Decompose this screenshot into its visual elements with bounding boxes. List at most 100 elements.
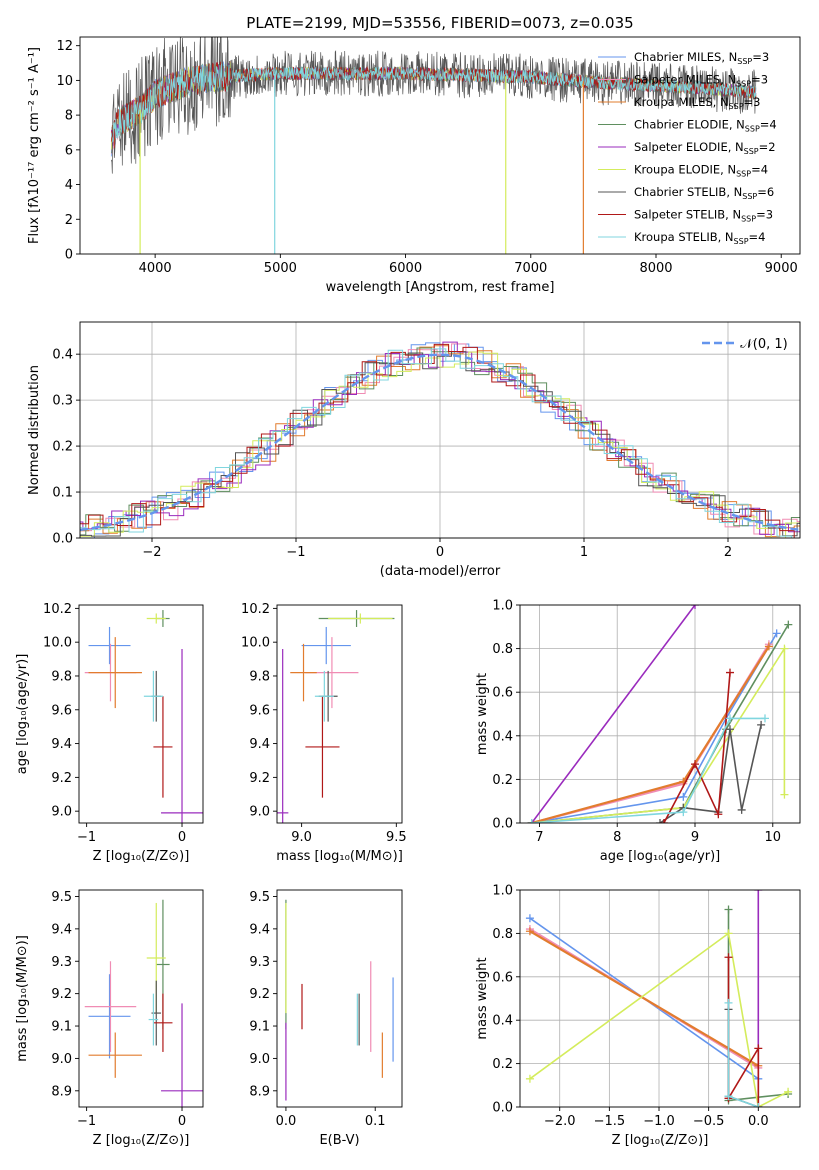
y-axis-label: Normed distribution	[27, 365, 42, 495]
plus-marker	[714, 810, 723, 819]
x-tick-label: 0.0	[748, 1114, 769, 1129]
plus-marker	[724, 998, 733, 1007]
y-tick-label: 9.2	[249, 771, 270, 786]
histogram-step	[80, 343, 800, 538]
spectrum-line	[110, 61, 757, 149]
x-axis-label: Z [log₁₀(Z/Z⊙)]	[93, 849, 190, 864]
legend-entry: Chabrier STELIB, NSSP=6	[634, 185, 774, 201]
y-tick-label: 2	[65, 213, 73, 228]
plus-marker	[784, 620, 793, 629]
x-axis-label: wavelength [Angstrom, rest frame]	[326, 280, 555, 295]
mass_vs_z-frame: −1 0 8.9 9.0 9.1 9.2 9.3 9.4 9.5 Z [log₁₀(Z/Z⊙)] m…	[15, 889, 204, 1148]
y-tick-label: 9.4	[249, 737, 270, 752]
plot-frame	[519, 604, 801, 824]
spectrum-frame: 4000 5000 6000 7000 8000 9000 0 2 4 6 8 10 12 wavelen…	[27, 36, 801, 295]
y-tick-label: 9.2	[51, 987, 72, 1002]
x-tick-label: 5000	[264, 261, 297, 276]
mass-weight-line	[659, 724, 762, 823]
age_vs_mass-frame: 9.0 9.5 9.0 9.2 9.4 9.6 9.8 10.0 10.2 mass [log₁₀…	[241, 602, 407, 864]
histogram-step	[80, 345, 800, 538]
mass_vs_z-plot	[84, 899, 203, 1107]
x-tick-label: 2	[724, 545, 732, 560]
x-axis-label: Z [log₁₀(Z/Z⊙)]	[93, 1133, 190, 1148]
weight_vs_age-plot	[527, 605, 793, 823]
x-tick-label: 0.1	[365, 1114, 386, 1129]
chart-title: PLATE=2199, MJD=53556, FIBERID=0073, z=0…	[246, 14, 633, 32]
plus-marker	[525, 914, 534, 923]
y-tick-label: 0.6	[492, 686, 513, 701]
y-tick-label: 0.2	[492, 1057, 513, 1072]
residuals-frame: −2 −1 0 1 2 0.0 0.1 0.2 0.3 0.4 (data-model)/error…	[27, 321, 801, 579]
plus-marker	[726, 714, 734, 723]
y-tick-label: 8	[65, 109, 73, 124]
plot-frame	[78, 604, 204, 824]
spectrum-line	[110, 63, 757, 143]
x-tick-label: 7	[535, 830, 543, 845]
mass-weight-line	[663, 672, 731, 823]
y-tick-label: 9.4	[51, 737, 72, 752]
y-tick-label: 0.4	[492, 729, 513, 744]
gaussian-curve	[80, 353, 800, 532]
x-tick-label: 8000	[639, 261, 672, 276]
plus-marker	[659, 819, 668, 823]
y-tick-label: 9.3	[249, 955, 270, 970]
plus-marker	[737, 805, 746, 814]
plus-marker	[724, 905, 733, 914]
x-tick-label: 6000	[389, 261, 422, 276]
x-tick-label: −1	[77, 830, 96, 845]
legend-entry: Kroupa MILES, NSSP=3	[634, 95, 760, 111]
y-tick-label: 1.0	[492, 599, 513, 614]
y-tick-label: 0.4	[492, 1014, 513, 1029]
age_vs_z-frame: −1 0 9.0 9.2 9.4 9.6 9.8 10.0 10.2 Z [log₁₀(Z/Z⊙)…	[15, 602, 204, 864]
plus-marker	[724, 1092, 733, 1101]
histogram-step	[80, 341, 800, 535]
y-tick-label: 9.6	[249, 703, 270, 718]
plus-marker	[761, 714, 769, 723]
mass-weight-line	[529, 930, 759, 1067]
x-tick-label: 9000	[765, 261, 798, 276]
plot-frame	[276, 889, 403, 1108]
y-tick-label: 10	[56, 74, 73, 89]
plus-marker	[656, 819, 664, 823]
x-tick-label: 8	[613, 830, 621, 845]
residuals-plot	[80, 341, 800, 538]
y-tick-label: 9.0	[51, 1052, 72, 1067]
plot-frame	[519, 889, 801, 1108]
x-axis-label: age [log₁₀(age/yr)]	[600, 849, 721, 864]
x-tick-label: 7000	[514, 261, 547, 276]
legend-entry: Salpeter ELODIE, NSSP=2	[634, 140, 776, 156]
legend-entry: 𝒩(0, 1)	[740, 337, 787, 352]
plot-frame	[78, 889, 204, 1108]
y-tick-label: 0.8	[492, 927, 513, 942]
y-tick-label: 0.4	[52, 348, 73, 363]
y-tick-label: 0	[65, 248, 73, 263]
x-tick-label: 0.0	[276, 1114, 297, 1129]
legend-entry: Salpeter STELIB, NSSP=3	[634, 208, 773, 224]
legend-entry: Salpeter MILES, NSSP=3	[634, 73, 768, 89]
plus-marker	[724, 953, 733, 962]
x-tick-label: −2	[142, 545, 161, 560]
plus-marker	[780, 790, 789, 799]
y-tick-label: 0.6	[492, 970, 513, 985]
y-tick-label: 0.3	[52, 394, 73, 409]
plus-marker	[691, 760, 699, 769]
y-tick-label: 6	[65, 143, 73, 158]
histogram-step	[80, 342, 800, 538]
plus-marker	[724, 929, 733, 938]
x-tick-label: −2.0	[544, 1114, 576, 1129]
x-tick-label: 9.0	[291, 830, 312, 845]
plus-marker	[691, 605, 699, 609]
plus-marker	[754, 890, 763, 894]
y-tick-label: 0.2	[492, 773, 513, 788]
x-axis-label: mass [log₁₀(M/M⊙)]	[276, 849, 403, 864]
x-tick-label: 0	[436, 545, 444, 560]
mass_vs_ebv-frame: 0.0 0.1 8.9 9.0 9.1 9.2 9.3 9.4 9.5 E(B-V)	[249, 889, 403, 1148]
y-tick-label: 9.6	[51, 703, 72, 718]
mass-weight-line	[529, 931, 789, 1107]
plus-marker	[679, 792, 688, 801]
y-tick-label: 0.1	[52, 486, 73, 501]
plus-marker	[764, 642, 773, 651]
y-tick-label: 9.4	[249, 922, 270, 937]
mass-weight-line	[531, 645, 786, 823]
plus-marker	[726, 668, 734, 677]
